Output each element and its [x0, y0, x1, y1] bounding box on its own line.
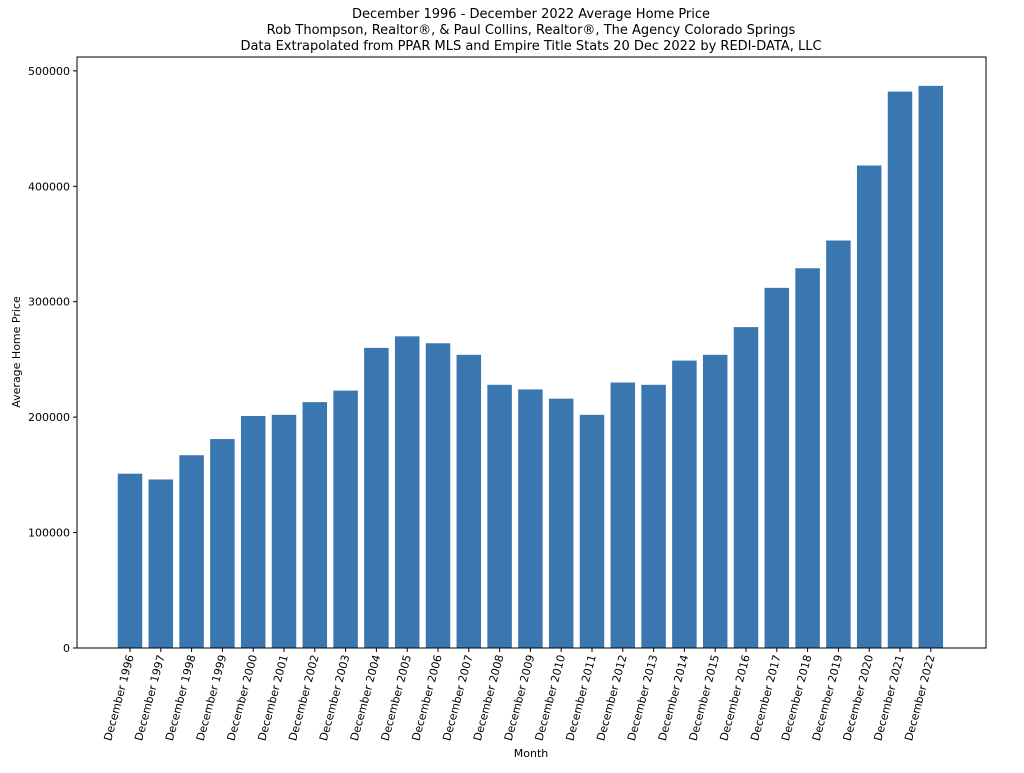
bar	[394, 336, 420, 648]
x-tick-label: December 2019	[810, 653, 845, 742]
chart-title-line-2: Rob Thompson, Realtor®, & Paul Collins, …	[267, 23, 796, 38]
x-tick-label: December 2008	[471, 653, 506, 742]
bar	[764, 287, 790, 648]
x-tick-label: December 2020	[841, 653, 876, 742]
bar	[641, 384, 666, 648]
x-tick-label: December 2009	[502, 653, 537, 742]
x-tick-label: December 1998	[163, 653, 198, 742]
bar	[518, 389, 543, 648]
y-tick-label: 500000	[28, 65, 70, 78]
y-axis-ticks: 0 100000 200000 300000 400000 500000	[28, 65, 77, 655]
x-tick-label: December 2018	[779, 653, 814, 742]
bar	[148, 479, 174, 648]
plot-area-frame	[76, 56, 987, 649]
chart-title: December 1996 - December 2022 Average Ho…	[240, 7, 821, 54]
bar	[333, 390, 358, 648]
bar	[271, 414, 297, 648]
x-tick-label: December 2021	[871, 653, 906, 742]
y-axis-label: Average Home Price	[10, 296, 23, 408]
x-tick-label: December 1997	[132, 653, 167, 742]
bar	[610, 382, 636, 648]
bar	[364, 347, 389, 648]
x-tick-label: December 2007	[440, 653, 475, 742]
bar	[918, 85, 944, 649]
bar	[117, 473, 143, 648]
bar	[425, 343, 451, 648]
x-tick-label: December 2016	[717, 653, 752, 742]
bar	[179, 455, 204, 648]
chart-title-line-3: Data Extrapolated from PPAR MLS and Empi…	[240, 39, 821, 54]
bar	[733, 327, 759, 648]
bar	[826, 240, 851, 648]
bar	[887, 91, 913, 648]
chart-title-line-1: December 1996 - December 2022 Average Ho…	[352, 7, 710, 22]
x-tick-label: December 2013	[625, 653, 660, 742]
x-tick-label: December 2001	[255, 653, 290, 742]
x-axis-label: Month	[514, 747, 549, 760]
bar	[579, 414, 605, 648]
x-tick-label: December 2022	[902, 653, 937, 742]
y-tick-label: 200000	[28, 411, 70, 424]
x-tick-label: December 2015	[687, 653, 722, 742]
bars	[117, 85, 944, 649]
bar	[302, 402, 328, 648]
bar	[672, 360, 697, 648]
x-tick-label: December 2004	[348, 653, 383, 742]
x-tick-label: December 2012	[594, 653, 629, 742]
x-tick-label: December 2006	[409, 653, 444, 742]
x-tick-label: December 2003	[317, 653, 352, 742]
x-tick-label: December 2014	[656, 653, 691, 742]
bar	[487, 384, 512, 648]
bar	[456, 354, 482, 648]
x-tick-label: December 2010	[533, 653, 568, 742]
x-tick-label: December 2017	[748, 653, 783, 742]
bar	[856, 165, 882, 648]
x-tick-label: December 1999	[194, 653, 229, 742]
y-tick-label: 0	[63, 642, 70, 655]
y-tick-label: 100000	[28, 527, 70, 540]
bar	[210, 439, 235, 648]
x-tick-label: December 2011	[563, 653, 598, 742]
y-tick-label: 300000	[28, 296, 70, 309]
bar	[702, 354, 728, 648]
x-tick-label: December 2005	[379, 653, 414, 742]
x-tick-label: December 2002	[286, 653, 321, 742]
x-tick-label: December 2000	[225, 653, 260, 742]
y-tick-label: 400000	[28, 180, 70, 193]
bar	[240, 415, 266, 648]
x-tick-label: December 1996	[101, 653, 136, 742]
bar	[548, 398, 574, 648]
bar	[795, 268, 820, 648]
